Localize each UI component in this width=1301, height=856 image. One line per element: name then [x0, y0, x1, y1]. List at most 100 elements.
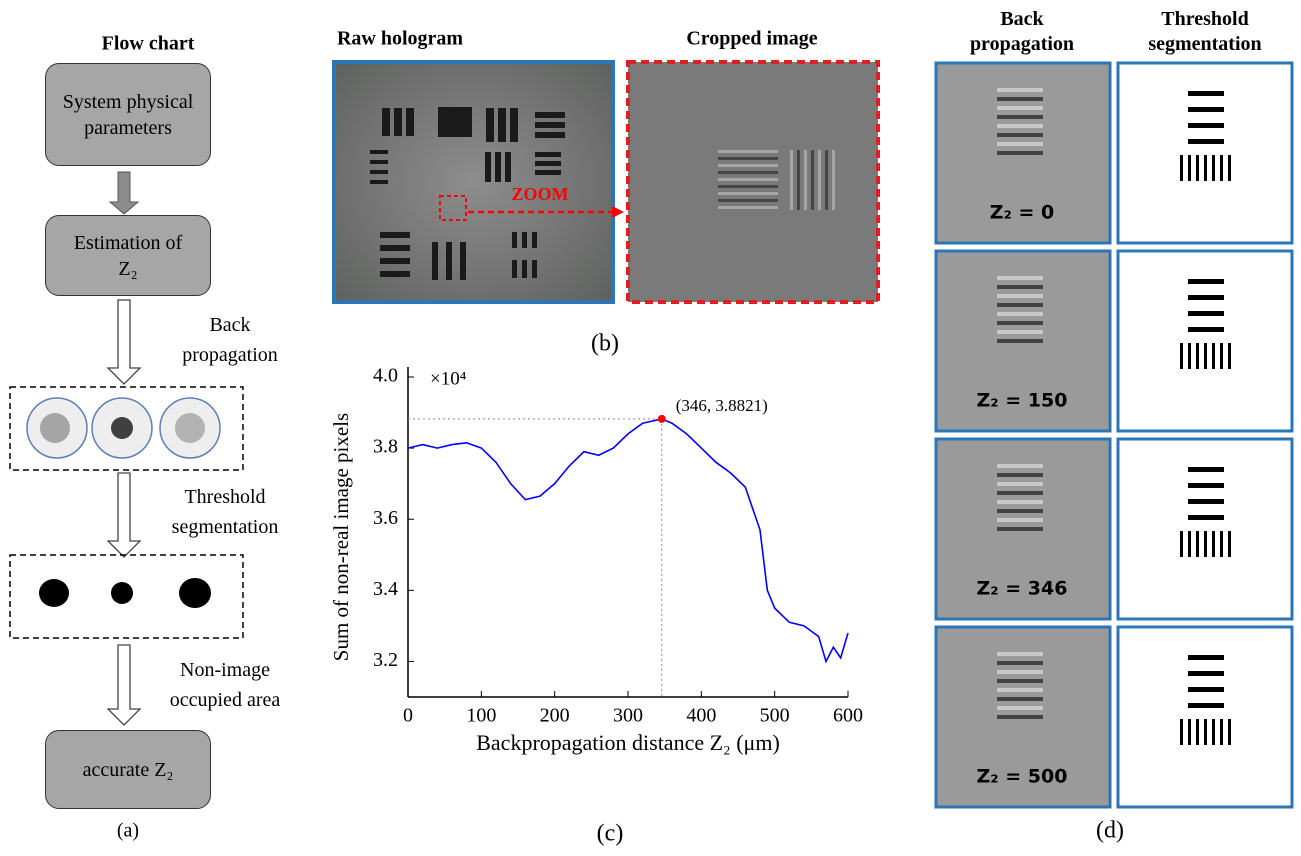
segment [1180, 343, 1183, 369]
fringe [997, 124, 1043, 128]
segment [1188, 107, 1224, 112]
segment [1228, 531, 1231, 557]
line-chart: 0 100 200 300 400 500 600 3.2 3.4 3.6 3.8 4.0 Backpr… [329, 365, 863, 755]
segment [1188, 671, 1224, 676]
fringe [997, 312, 1043, 316]
segmentation-image [1116, 625, 1294, 809]
segment [1188, 703, 1224, 708]
dashed-box [9, 386, 244, 471]
segment [1220, 343, 1223, 369]
fringe [997, 321, 1043, 325]
segment [1188, 531, 1191, 557]
segment [1180, 719, 1183, 745]
peak-marker [657, 414, 666, 423]
distance-label: Z₂ = 0 [990, 202, 1054, 224]
panel-label: (c) [597, 821, 624, 847]
fringes [718, 150, 835, 210]
target-bar [380, 271, 410, 277]
segment [1188, 483, 1224, 488]
segment [1188, 295, 1224, 300]
fringe [997, 106, 1043, 110]
target-bar [380, 245, 410, 251]
fringe [997, 491, 1043, 495]
target-bar [495, 152, 501, 182]
flow-box: Estimation of Z₂ [45, 215, 211, 296]
fringe [718, 199, 778, 202]
image-title: Cropped image [686, 28, 817, 50]
target-bar [394, 108, 402, 136]
segment [1212, 343, 1215, 369]
target-bar [510, 108, 518, 142]
fringe [997, 518, 1043, 522]
result-grid: Z₂ = 0 Z₂ = 150 Z₂ = 346 Z₂ = 500 [934, 61, 1294, 809]
step-label: Non-image occupied area [169, 659, 281, 711]
target-bar [486, 108, 494, 142]
segmentation-image [1116, 249, 1294, 433]
x-axis-label: Backpropagation distance Z₂ (μm) [476, 730, 780, 755]
fringe [997, 706, 1043, 710]
multiplier: ×10⁴ [430, 368, 467, 389]
panel-label: (d) [1096, 818, 1124, 844]
x-tick-label: 300 [613, 705, 643, 727]
segment [1196, 155, 1199, 181]
fringe [718, 178, 778, 181]
target-bar [512, 260, 517, 278]
target-bar [535, 152, 561, 157]
fringe [997, 285, 1043, 289]
segment [1188, 311, 1224, 316]
target-bar [535, 122, 565, 128]
target-bar [382, 108, 390, 136]
fringe [997, 688, 1043, 692]
fringe [718, 185, 778, 188]
fringe [997, 652, 1043, 656]
segment [1212, 155, 1215, 181]
fringe [997, 661, 1043, 665]
column-title: Back propagation [970, 8, 1074, 55]
segment [1188, 515, 1224, 520]
target-bar [370, 170, 388, 174]
segment [1212, 719, 1215, 745]
x-tick-label: 400 [686, 705, 716, 727]
fringe [997, 697, 1043, 701]
segment [1220, 531, 1223, 557]
fringe [718, 192, 778, 195]
target-bar [535, 112, 565, 118]
fringe [997, 670, 1043, 674]
fringe [997, 482, 1043, 486]
cropped-image [626, 60, 880, 304]
fringe [997, 473, 1043, 477]
title-line: segmentation [1148, 33, 1261, 55]
fringe [997, 88, 1043, 92]
target-bar [532, 232, 537, 248]
fringe [997, 500, 1043, 504]
x-tick-label: 200 [540, 705, 570, 727]
fringe [718, 171, 778, 174]
target-bar [460, 242, 466, 280]
segment [1188, 687, 1224, 692]
fringe [997, 339, 1043, 343]
fringe [790, 150, 793, 210]
target-bar [438, 107, 472, 137]
segment [1196, 531, 1199, 557]
fringe [997, 303, 1043, 307]
segment [1188, 343, 1191, 369]
target-bar [485, 152, 491, 182]
title-line: Back [1000, 8, 1044, 30]
arrow [108, 171, 140, 215]
segment [1204, 155, 1207, 181]
distance-label: Z₂ = 500 [977, 766, 1068, 788]
target-bar [370, 180, 388, 184]
target-bar [535, 132, 565, 138]
zoom-label: ZOOM [512, 184, 569, 204]
segment [1180, 531, 1183, 557]
segment [1228, 343, 1231, 369]
segment [1212, 531, 1215, 557]
fringe [997, 294, 1043, 298]
circles [26, 397, 221, 459]
segment [1196, 719, 1199, 745]
hollow-arrows [106, 299, 142, 726]
target-bar [380, 232, 410, 238]
segment [1188, 123, 1224, 128]
